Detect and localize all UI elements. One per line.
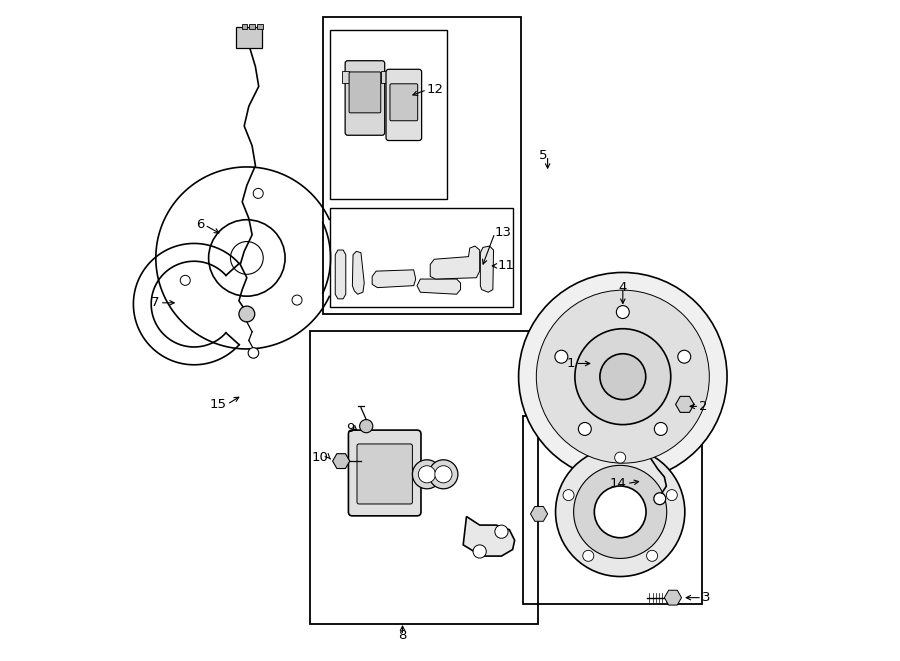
FancyBboxPatch shape xyxy=(348,430,421,516)
Text: 11: 11 xyxy=(498,259,515,272)
Text: 14: 14 xyxy=(610,477,626,490)
Circle shape xyxy=(360,420,373,433)
Circle shape xyxy=(616,305,629,319)
Polygon shape xyxy=(417,279,461,294)
Circle shape xyxy=(600,354,645,400)
Text: 13: 13 xyxy=(495,226,512,239)
Text: 6: 6 xyxy=(196,219,204,231)
Text: 5: 5 xyxy=(539,149,547,162)
Circle shape xyxy=(555,350,568,363)
Polygon shape xyxy=(464,516,515,556)
Circle shape xyxy=(666,490,678,500)
Circle shape xyxy=(412,460,441,488)
FancyBboxPatch shape xyxy=(357,444,412,504)
Text: 1: 1 xyxy=(567,357,575,370)
FancyBboxPatch shape xyxy=(386,69,421,141)
Circle shape xyxy=(238,306,255,322)
Circle shape xyxy=(536,290,709,463)
Text: 4: 4 xyxy=(618,281,627,294)
Circle shape xyxy=(575,329,670,424)
Circle shape xyxy=(180,276,190,286)
Circle shape xyxy=(579,422,591,436)
Text: 2: 2 xyxy=(699,400,707,413)
FancyBboxPatch shape xyxy=(237,27,262,48)
Circle shape xyxy=(248,348,258,358)
Circle shape xyxy=(473,545,486,558)
FancyBboxPatch shape xyxy=(343,71,349,83)
Circle shape xyxy=(253,188,263,198)
Circle shape xyxy=(429,460,458,488)
Polygon shape xyxy=(430,246,480,279)
Circle shape xyxy=(495,525,508,538)
Text: 10: 10 xyxy=(311,451,328,463)
FancyBboxPatch shape xyxy=(390,84,418,121)
Circle shape xyxy=(583,551,594,561)
FancyBboxPatch shape xyxy=(381,71,387,83)
Circle shape xyxy=(646,551,658,561)
FancyBboxPatch shape xyxy=(249,24,255,29)
Polygon shape xyxy=(335,250,346,299)
FancyBboxPatch shape xyxy=(257,24,263,29)
Circle shape xyxy=(435,466,452,483)
Circle shape xyxy=(678,350,690,363)
Polygon shape xyxy=(373,270,416,288)
Text: 8: 8 xyxy=(399,629,407,642)
Text: 7: 7 xyxy=(151,296,160,309)
Circle shape xyxy=(418,466,436,483)
Circle shape xyxy=(518,272,727,481)
Circle shape xyxy=(555,447,685,576)
Text: 9: 9 xyxy=(346,422,355,435)
Text: 15: 15 xyxy=(210,398,227,411)
Polygon shape xyxy=(481,246,493,292)
Circle shape xyxy=(594,486,646,538)
Circle shape xyxy=(563,490,574,500)
Text: 3: 3 xyxy=(702,591,710,604)
Circle shape xyxy=(654,422,667,436)
Circle shape xyxy=(573,465,667,559)
Polygon shape xyxy=(353,251,364,294)
Circle shape xyxy=(615,452,626,463)
FancyBboxPatch shape xyxy=(345,61,384,136)
FancyBboxPatch shape xyxy=(241,24,247,29)
Circle shape xyxy=(653,492,666,504)
Circle shape xyxy=(292,295,302,305)
Text: 12: 12 xyxy=(427,83,444,97)
FancyBboxPatch shape xyxy=(349,72,381,113)
